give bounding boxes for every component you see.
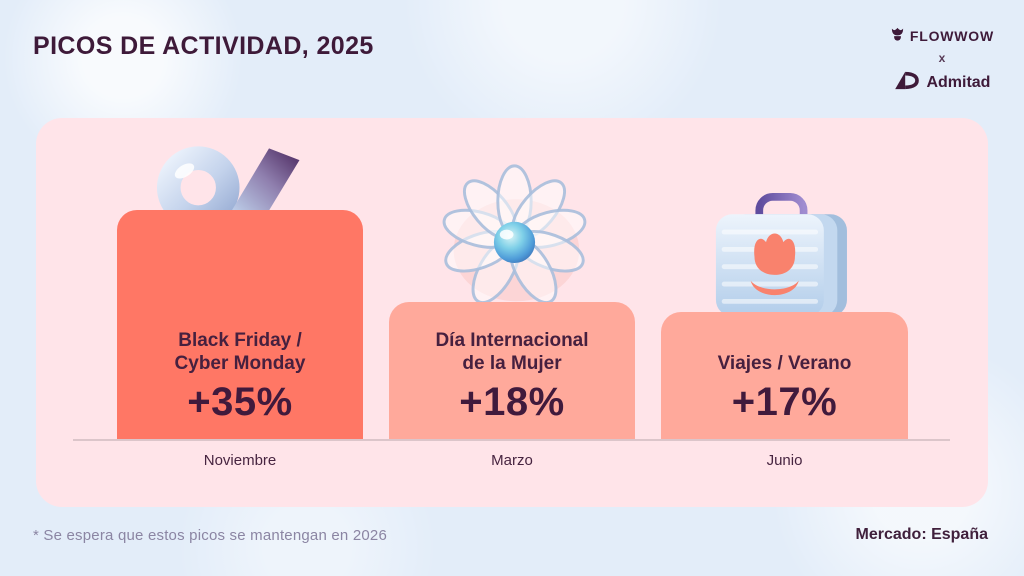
footnote: * Se espera que estos picos se mantengan… — [33, 527, 388, 544]
flowwow-flower-icon — [890, 26, 905, 46]
chart-card: Black Friday / Cyber Monday +35% Día Int… — [36, 118, 988, 507]
bar-black-friday: Black Friday / Cyber Monday +35% — [117, 210, 363, 440]
logo-separator: x — [938, 51, 946, 65]
event-label: Viajes / Verano — [717, 353, 852, 374]
value-label: +17% — [731, 380, 838, 424]
flowwow-logo: FLOWWOW — [890, 26, 994, 46]
admitad-logo: Admitad — [893, 70, 990, 95]
month-label-junio: Junio — [766, 452, 803, 469]
chart-baseline — [73, 439, 950, 441]
bar-viajes-verano-text: Viajes / Verano +17% — [661, 352, 908, 426]
bar-dia-mujer: Día Internacional de la Mujer +18% — [389, 302, 635, 440]
value-label: +35% — [187, 380, 293, 424]
event-label: Cyber Monday — [174, 353, 306, 374]
bar-black-friday-text: Black Friday / Cyber Monday +35% — [117, 329, 363, 426]
page-title: PICOS DE ACTIVIDAD, 2025 — [33, 32, 374, 60]
event-label: Día Internacional — [435, 330, 589, 351]
brand-logos: FLOWWOW x Admitad — [890, 26, 994, 95]
month-label-marzo: Marzo — [491, 452, 533, 469]
suitcase-icon — [700, 193, 860, 325]
flowwow-logo-text: FLOWWOW — [909, 28, 994, 44]
admitad-ad-icon — [893, 70, 921, 95]
event-label: de la Mujer — [462, 353, 562, 374]
value-label: +18% — [459, 380, 565, 424]
glass-flower-icon — [428, 160, 600, 315]
bar-dia-mujer-text: Día Internacional de la Mujer +18% — [389, 329, 635, 426]
admitad-logo-text: Admitad — [926, 73, 991, 91]
market-label: Mercado: España — [855, 526, 988, 543]
month-label-noviembre: Noviembre — [203, 452, 277, 469]
bar-viajes-verano: Viajes / Verano +17% — [661, 312, 908, 440]
event-label: Black Friday / — [178, 330, 302, 351]
